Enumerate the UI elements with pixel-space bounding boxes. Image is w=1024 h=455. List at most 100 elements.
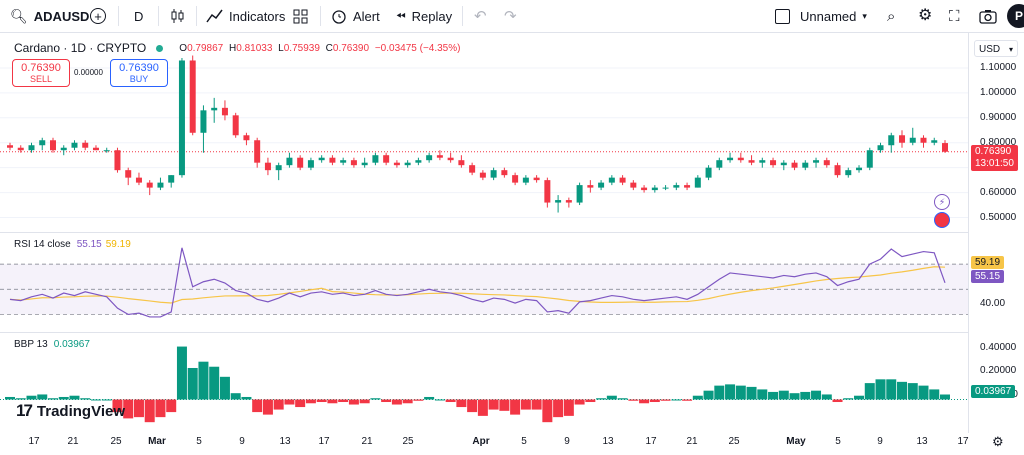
ohlc-values: O0.79867 H0.81033 L0.75939 C0.76390 −0.0… <box>179 42 461 54</box>
currency-selector[interactable]: USD ▾ <box>974 40 1018 57</box>
sell-button[interactable]: 0.76390 SELL <box>12 59 70 87</box>
replay-button[interactable]: ⏪︎ Replay <box>396 0 452 32</box>
bbp-bar <box>15 398 26 400</box>
templates-button[interactable] <box>293 0 308 32</box>
time-tick: 25 <box>110 436 122 447</box>
compare-button[interactable]: + <box>90 0 106 32</box>
candle-body <box>866 150 873 168</box>
bbp-bar <box>47 398 58 400</box>
chart-canvas[interactable] <box>0 33 968 433</box>
top-toolbar: 🔍︎ ADAUSD + D Indicators Alert ⏪︎ Replay… <box>0 0 1024 33</box>
candle-body <box>114 150 121 171</box>
candle-body <box>909 137 916 143</box>
bbp-tick: 0.40000 <box>980 342 1017 353</box>
time-tick: 17 <box>318 436 330 447</box>
bbp-bar <box>445 399 456 403</box>
bbp-bar <box>123 399 134 419</box>
candle-body <box>533 177 540 181</box>
candle-body <box>393 162 400 166</box>
bbp-bar <box>209 366 220 400</box>
bbp-bar <box>391 399 402 405</box>
bbp-bar <box>381 399 392 403</box>
candle-body <box>7 145 13 148</box>
bbp-bar <box>434 399 445 401</box>
candle-body <box>39 140 46 146</box>
chart-type-button[interactable] <box>170 0 186 32</box>
candle-body <box>512 175 519 183</box>
bbp-bar <box>897 381 908 400</box>
candle-body <box>899 135 906 143</box>
candle-body <box>856 167 863 171</box>
rsi-legend[interactable]: RSI 14 close 55.15 59.19 <box>14 239 131 250</box>
axis-settings-button[interactable]: ⚙ <box>992 434 1004 450</box>
fullscreen-button[interactable]: ⛶ <box>949 0 960 32</box>
bbp-bar <box>69 395 80 400</box>
layout-button[interactable]: Unnamed ▾ <box>775 0 867 32</box>
rsi-value: 55.15 <box>76 239 102 250</box>
bbp-bar <box>5 396 15 400</box>
candle-body <box>490 170 497 178</box>
bbp-bar <box>617 398 628 400</box>
alert-button[interactable]: Alert <box>331 0 380 32</box>
bbp-bar <box>553 399 564 418</box>
symbol-search-button[interactable]: 🔍︎ ADAUSD <box>10 0 89 32</box>
candle-body <box>834 165 841 176</box>
time-tick: 5 <box>521 436 527 447</box>
bbp-legend[interactable]: BBP 13 0.03967 <box>14 339 90 350</box>
time-tick: 25 <box>728 436 740 447</box>
bbp-bar <box>682 399 693 401</box>
bbp-bar <box>703 390 714 400</box>
bbp-bar <box>112 399 123 413</box>
chevron-down-icon: ▾ <box>1008 45 1013 54</box>
last-price-tag: 0.76390 13:01:50 <box>971 145 1018 171</box>
zoom-search-icon: ⌕ <box>887 7 896 25</box>
last-price-value: 0.76390 <box>975 146 1012 157</box>
candle-body <box>565 200 572 203</box>
bbp-bar <box>596 398 607 400</box>
bbp-bar <box>58 396 69 400</box>
rewind-icon: ⏪︎ <box>396 9 406 23</box>
profile-avatar[interactable]: P <box>1007 0 1024 32</box>
candle-body <box>727 157 734 161</box>
events-icons[interactable]: ⚡︎ <box>934 194 950 228</box>
time-tick: 13 <box>279 436 291 447</box>
indicators-button[interactable]: Indicators <box>206 0 285 32</box>
symbol-label: ADAUSD <box>33 8 90 24</box>
settings-button[interactable]: ⚙ <box>918 0 932 32</box>
candle-body <box>920 137 927 143</box>
bbp-bar <box>359 399 370 404</box>
bbp-tick: 0.20000 <box>980 365 1017 376</box>
bbp-bar <box>284 399 295 405</box>
chart-title[interactable]: Cardano · 1D · CRYPTO <box>14 41 147 55</box>
indicators-label: Indicators <box>229 8 286 24</box>
candle-body <box>651 187 658 191</box>
buy-label: BUY <box>129 74 149 84</box>
tradingview-watermark[interactable]: 17 TradingView <box>16 401 125 421</box>
bbp-bar <box>305 399 316 404</box>
bbp-bar <box>166 399 177 413</box>
bbp-bar <box>875 379 886 400</box>
undo-button[interactable]: ↶ <box>474 0 487 32</box>
time-tick: 9 <box>564 436 570 447</box>
candle-body <box>501 170 508 176</box>
bbp-bar <box>692 395 703 400</box>
time-tick: 21 <box>67 436 79 447</box>
gear-icon: ⚙ <box>918 7 933 24</box>
candle-body <box>705 167 712 178</box>
bbp-bar <box>800 391 811 400</box>
quick-search-button[interactable]: ⌕ <box>887 0 895 32</box>
candle-body <box>232 115 239 136</box>
time-tick: 21 <box>686 436 698 447</box>
redo-button[interactable]: ↷ <box>504 0 517 32</box>
search-icon: 🔍︎ <box>10 8 28 24</box>
interval-button[interactable]: D <box>134 0 143 32</box>
candle-body <box>275 165 282 171</box>
time-tick: 13 <box>916 436 928 447</box>
price-tick: 0.90000 <box>980 111 1017 123</box>
buy-button[interactable]: 0.76390 BUY <box>110 59 168 87</box>
bbp-bar <box>327 399 338 404</box>
time-tick: 17 <box>957 436 969 447</box>
plus-circle-icon: + <box>90 8 106 24</box>
bbp-bar <box>563 399 574 416</box>
snapshot-button[interactable] <box>979 0 997 32</box>
